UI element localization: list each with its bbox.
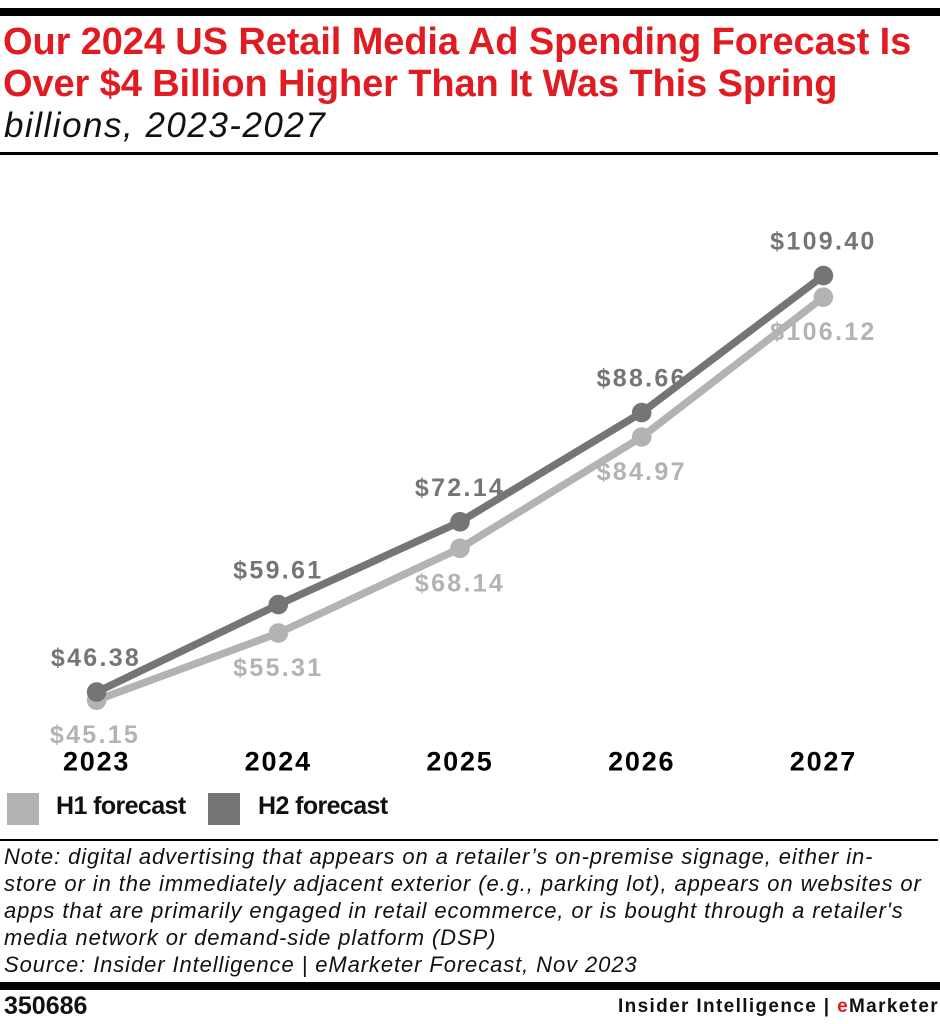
svg-text:$72.14: $72.14 [415, 474, 505, 502]
svg-text:$46.38: $46.38 [51, 644, 141, 672]
svg-text:$59.61: $59.61 [233, 557, 323, 585]
svg-text:2024: 2024 [245, 747, 312, 777]
svg-text:2025: 2025 [426, 747, 493, 777]
svg-text:$88.66: $88.66 [597, 365, 687, 393]
svg-text:$84.97: $84.97 [597, 458, 687, 486]
svg-text:2027: 2027 [790, 747, 857, 777]
svg-text:2026: 2026 [608, 747, 675, 777]
svg-text:$109.40: $109.40 [770, 228, 876, 256]
svg-text:2023: 2023 [63, 747, 130, 777]
svg-text:$55.31: $55.31 [233, 654, 323, 682]
svg-text:$45.15: $45.15 [50, 721, 140, 749]
svg-text:$68.14: $68.14 [415, 569, 505, 597]
svg-text:$106.12: $106.12 [770, 318, 876, 346]
